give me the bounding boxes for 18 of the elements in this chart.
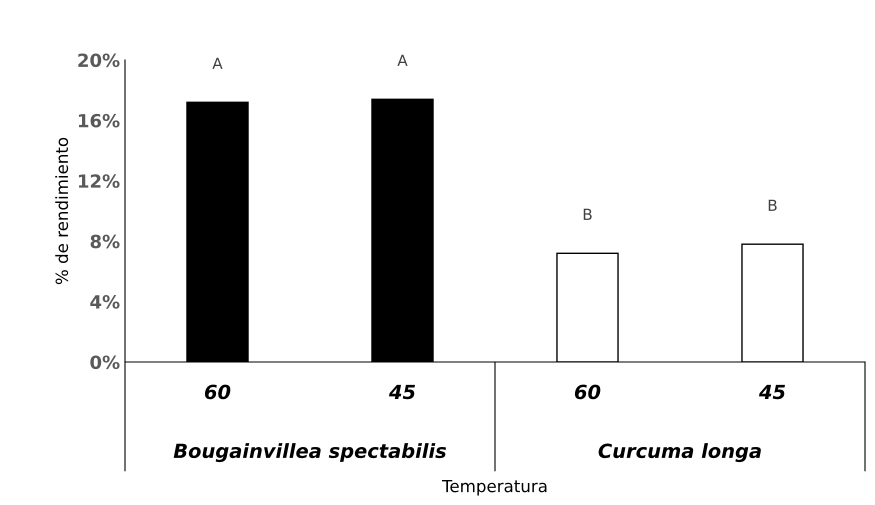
y-tick-label: 12% (78, 174, 120, 188)
x-tick-label: 60 (204, 384, 230, 400)
annotation: B (768, 200, 777, 211)
x-axis-title: Temperatura (442, 480, 546, 496)
y-tick-label: 20% (78, 53, 120, 68)
annotation: A (397, 54, 408, 66)
y-tick-label: 4% (90, 295, 120, 309)
y-tick-label: 0% (90, 355, 120, 370)
annotation: A (212, 58, 223, 69)
x-tick-label: 60 (574, 384, 600, 400)
x-tick-label: 45 (758, 384, 786, 400)
text: Curcuma longa (598, 443, 761, 462)
text: Bougainvillea spectabilis (174, 443, 446, 462)
y-tick-label: 16% (78, 114, 120, 128)
y-tick-label: 8% (90, 234, 120, 248)
annotation: B (584, 208, 592, 220)
x-tick-label: 45 (388, 384, 416, 400)
y-axis-title: % de rendimiento (55, 138, 68, 284)
